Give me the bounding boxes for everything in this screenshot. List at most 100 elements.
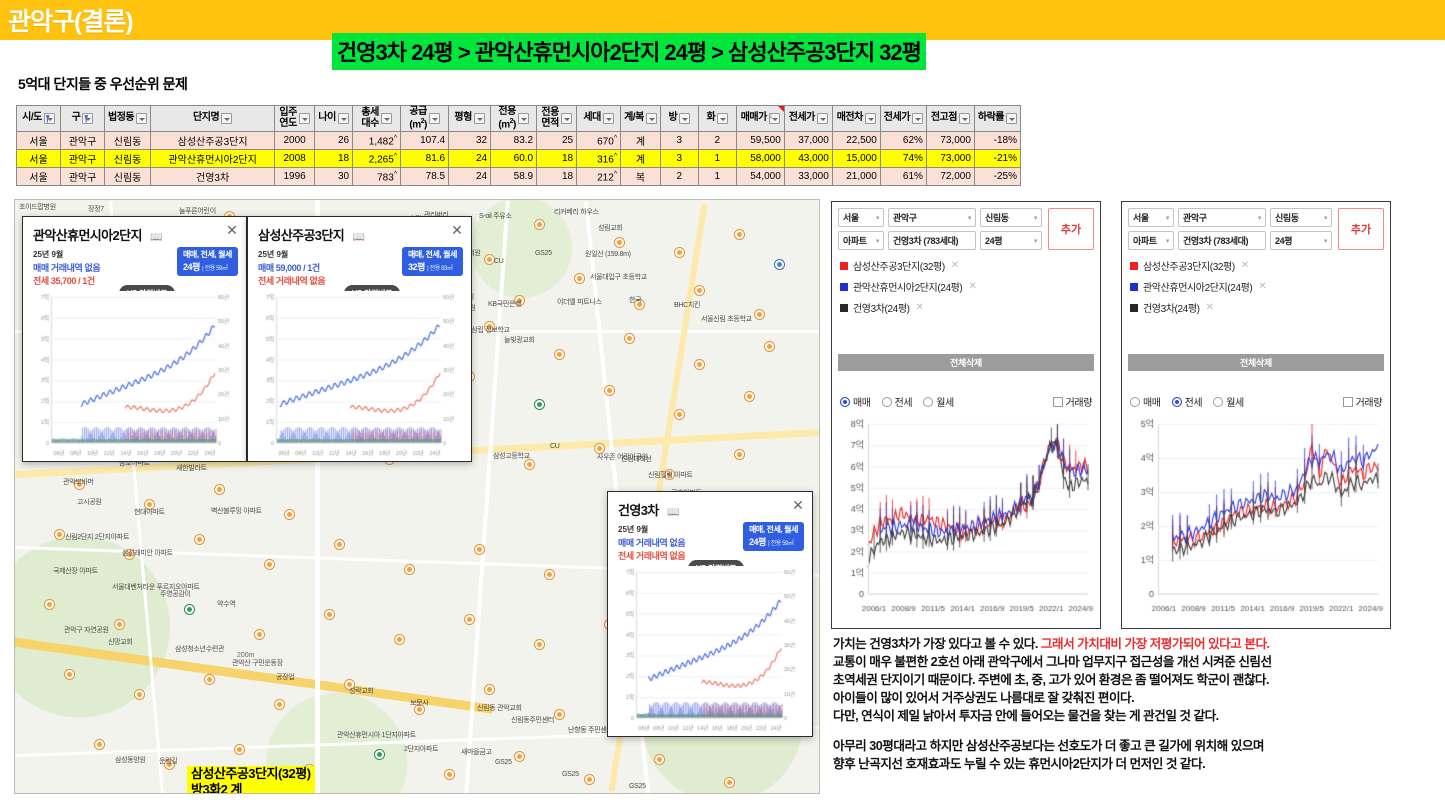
radio-button[interactable] — [1130, 396, 1140, 407]
map-poi-marker[interactable] — [675, 248, 684, 257]
map-poi-marker[interactable] — [535, 640, 544, 649]
checkbox-box[interactable] — [1052, 396, 1063, 407]
delete-all-button[interactable]: 전체삭제 — [1128, 354, 1384, 371]
map-poi-marker[interactable] — [655, 755, 664, 764]
remove-icon[interactable]: ✕ — [1240, 260, 1249, 271]
select-gu[interactable]: 관악구 ▾ — [888, 208, 976, 227]
map-poi-marker[interactable] — [235, 745, 244, 754]
map-poi-marker[interactable] — [485, 255, 494, 264]
map-poi-marker[interactable] — [45, 600, 54, 609]
add-button[interactable]: 추가 — [1048, 208, 1094, 250]
select-complex[interactable]: 건영3차 (783세대) — [1178, 231, 1266, 250]
radio-매매[interactable]: 매매 — [1130, 394, 1161, 409]
column-filter-icon[interactable] — [82, 113, 94, 125]
map-poi-marker[interactable] — [75, 480, 84, 489]
map-poi-marker[interactable] — [775, 260, 784, 269]
map-poi-marker[interactable] — [735, 450, 744, 459]
popup-type-badge[interactable]: 매매, 전세, 월세 32평 | 전용 83㎡ — [401, 247, 463, 276]
map-poi-marker[interactable] — [515, 296, 524, 305]
map-poi-marker[interactable] — [625, 334, 634, 343]
map-poi-marker[interactable] — [335, 540, 344, 549]
table-col-header[interactable]: 시/도 — [16, 104, 61, 133]
map-poi-marker[interactable] — [695, 360, 704, 369]
map-poi-marker[interactable] — [195, 535, 204, 544]
map-poi-marker[interactable] — [675, 410, 684, 419]
map-poi-marker[interactable] — [405, 565, 414, 574]
select-pyeong[interactable]: 24평 ▾ — [1270, 231, 1332, 250]
map-poi-marker[interactable] — [535, 220, 544, 229]
legend-item[interactable]: 삼성산주공3단지(32평) ✕ — [840, 258, 1092, 273]
table-row[interactable]: 서울 관악구 신림동 삼성산주공3단지 2000 26 1,482^ 107.4 32 83.2 2… — [16, 131, 1022, 151]
remove-icon[interactable]: ✕ — [1205, 302, 1214, 313]
map-poi-marker[interactable] — [735, 230, 744, 239]
map-poi-marker[interactable] — [755, 310, 764, 319]
table-col-header[interactable]: 전세가 — [879, 104, 927, 133]
map-poi-marker[interactable] — [515, 752, 524, 761]
column-filter-icon[interactable] — [560, 113, 572, 125]
map-poi-marker[interactable] — [285, 510, 294, 519]
column-filter-icon[interactable] — [958, 113, 970, 125]
remove-icon[interactable]: ✕ — [1258, 281, 1267, 292]
select-pyeong[interactable]: 24평 ▾ — [980, 231, 1042, 250]
map-poi-marker[interactable] — [65, 670, 74, 679]
map-poi-marker[interactable] — [695, 286, 704, 295]
legend-item[interactable]: 삼성산주공3단지(32평) ✕ — [1130, 258, 1382, 273]
map-poi-marker[interactable] — [745, 392, 754, 401]
map-poi-marker[interactable] — [125, 550, 134, 559]
select-property-type[interactable]: 아파트 ▾ — [1128, 231, 1174, 250]
radio-월세[interactable]: 월세 — [1213, 394, 1244, 409]
column-filter-icon[interactable] — [717, 113, 729, 125]
table-col-header[interactable]: 나이 — [314, 104, 354, 133]
column-filter-icon[interactable] — [768, 112, 780, 125]
column-filter-icon[interactable] — [136, 113, 148, 125]
table-col-header[interactable]: 법정동 — [103, 104, 152, 133]
popup-type-badge[interactable]: 매매, 전세, 월세 24평 | 전용 59㎡ — [176, 247, 238, 276]
legend-item[interactable]: 관악산휴먼시아2단지(24평) ✕ — [1130, 279, 1382, 294]
radio-월세[interactable]: 월세 — [923, 394, 954, 409]
map-poi-marker[interactable] — [95, 740, 104, 749]
map-poi-marker[interactable] — [725, 778, 734, 787]
radio-button[interactable] — [881, 396, 892, 407]
add-button[interactable]: 추가 — [1338, 208, 1384, 250]
map-poi-marker[interactable] — [375, 750, 384, 759]
table-col-header[interactable]: 단지명 — [150, 104, 276, 133]
map-poi-marker[interactable] — [275, 700, 284, 709]
column-filter-icon[interactable] — [517, 113, 529, 125]
table-col-header[interactable]: 계/복 — [620, 104, 661, 133]
popup-type-badge[interactable]: 매매, 전세, 월세 24평 | 전용 59㎡ — [742, 522, 804, 551]
column-filter-icon[interactable] — [911, 113, 923, 125]
remove-icon[interactable]: ✕ — [968, 281, 977, 292]
table-col-header[interactable]: 방 — [659, 104, 699, 133]
table-col-header[interactable]: 전고점 — [925, 104, 975, 133]
map-poi-marker[interactable] — [555, 710, 564, 719]
map-poi-marker[interactable] — [185, 605, 194, 614]
column-filter-icon[interactable] — [221, 113, 233, 125]
map-poi-marker[interactable] — [485, 685, 494, 694]
table-col-header[interactable]: 화 — [697, 104, 737, 133]
radio-매매[interactable]: 매매 — [840, 394, 871, 409]
remove-icon[interactable]: ✕ — [950, 260, 959, 271]
column-filter-icon[interactable] — [1006, 113, 1018, 125]
table-col-header[interactable]: 공급 (m2) — [400, 104, 450, 133]
table-col-header[interactable]: 세대 — [576, 104, 622, 133]
map-poi-marker[interactable] — [135, 690, 144, 699]
map-poi-marker[interactable] — [525, 460, 534, 469]
select-dong[interactable]: 신림동 ▾ — [980, 208, 1042, 227]
map-poi-marker[interactable] — [445, 770, 454, 779]
map-poi-marker[interactable] — [205, 675, 214, 684]
select-complex[interactable]: 건영3차 (783세대) — [888, 231, 976, 250]
map-poi-marker[interactable] — [765, 342, 774, 351]
map-poi-marker[interactable] — [165, 760, 174, 769]
map-poi-marker[interactable] — [575, 274, 584, 283]
map-poi-marker[interactable] — [265, 560, 274, 569]
column-filter-icon[interactable] — [298, 113, 310, 125]
map-poi-marker[interactable] — [325, 610, 334, 619]
radio-전세[interactable]: 전세 — [881, 394, 913, 409]
map-poi-marker[interactable] — [485, 322, 494, 331]
legend-item[interactable]: 건영3차(24평) ✕ — [840, 300, 1092, 315]
radio-전세[interactable]: 전세 — [1171, 394, 1203, 409]
column-filter-icon[interactable] — [679, 113, 691, 125]
close-icon[interactable]: ✕ — [792, 497, 804, 513]
map-poi-marker[interactable] — [665, 470, 674, 479]
map-poi-marker[interactable] — [555, 350, 564, 359]
